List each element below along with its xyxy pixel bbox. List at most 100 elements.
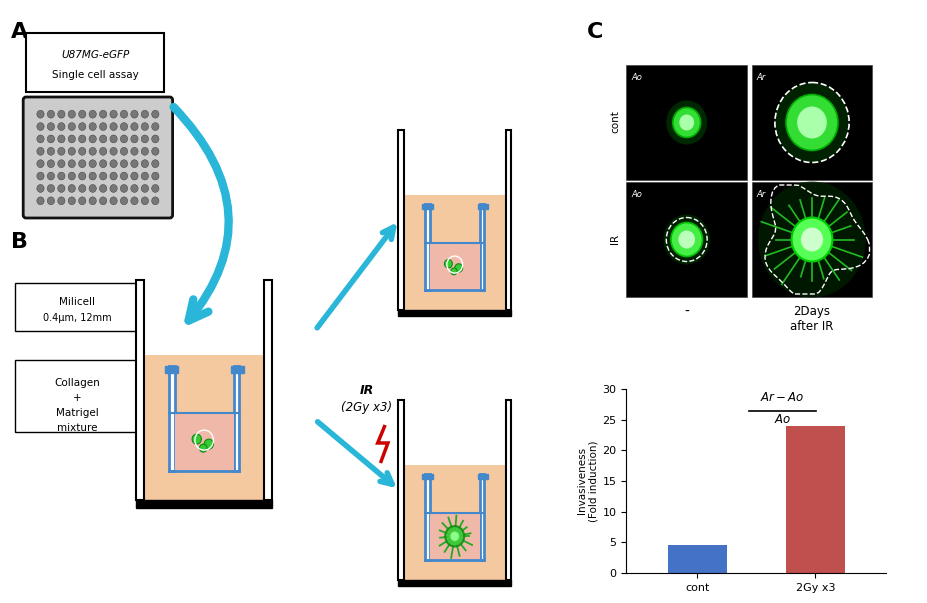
Bar — [785, 426, 844, 573]
Bar — [667, 545, 726, 573]
Circle shape — [99, 147, 107, 155]
Circle shape — [791, 218, 832, 262]
Circle shape — [785, 95, 837, 151]
Circle shape — [57, 147, 65, 155]
Circle shape — [109, 122, 117, 130]
Bar — [136, 500, 272, 508]
Bar — [425, 204, 429, 290]
Circle shape — [79, 197, 86, 205]
Bar — [429, 513, 479, 560]
Circle shape — [204, 439, 213, 449]
Circle shape — [57, 172, 65, 180]
Circle shape — [672, 107, 700, 137]
Circle shape — [68, 135, 75, 143]
Text: Ao: Ao — [630, 190, 641, 199]
Circle shape — [99, 185, 107, 192]
Circle shape — [131, 135, 138, 143]
Circle shape — [121, 185, 128, 192]
Text: B: B — [11, 232, 28, 252]
Circle shape — [131, 122, 138, 130]
Circle shape — [141, 160, 148, 168]
Circle shape — [454, 264, 463, 272]
Circle shape — [109, 110, 117, 118]
Bar — [422, 473, 432, 479]
Bar — [425, 473, 429, 560]
Bar — [505, 130, 511, 310]
FancyBboxPatch shape — [23, 97, 172, 218]
Bar — [398, 400, 403, 580]
Text: +: + — [72, 393, 82, 403]
Text: 0.4μm, 12mm: 0.4μm, 12mm — [43, 313, 111, 323]
Circle shape — [79, 185, 86, 192]
Circle shape — [678, 230, 694, 248]
Circle shape — [445, 526, 464, 546]
Circle shape — [99, 160, 107, 168]
Circle shape — [47, 135, 55, 143]
Bar — [174, 413, 234, 471]
Circle shape — [37, 135, 44, 143]
Circle shape — [131, 197, 138, 205]
Bar — [264, 280, 272, 500]
Circle shape — [47, 185, 55, 192]
Circle shape — [131, 185, 138, 192]
Circle shape — [131, 147, 138, 155]
Circle shape — [79, 160, 86, 168]
Circle shape — [79, 110, 86, 118]
Text: $Ar - Ao$: $Ar - Ao$ — [759, 391, 804, 404]
Text: 2Days
after IR: 2Days after IR — [790, 305, 832, 333]
Bar — [422, 204, 432, 209]
FancyBboxPatch shape — [15, 360, 139, 432]
Circle shape — [47, 147, 55, 155]
Circle shape — [666, 101, 706, 145]
Circle shape — [796, 107, 826, 139]
Circle shape — [68, 160, 75, 168]
Text: (2Gy x3): (2Gy x3) — [340, 402, 392, 414]
Bar — [231, 365, 244, 373]
Circle shape — [37, 147, 44, 155]
Circle shape — [109, 135, 117, 143]
Circle shape — [151, 185, 159, 192]
Circle shape — [47, 160, 55, 168]
Circle shape — [68, 197, 75, 205]
Circle shape — [131, 110, 138, 118]
Circle shape — [89, 172, 96, 180]
Circle shape — [141, 147, 148, 155]
Circle shape — [37, 197, 44, 205]
Circle shape — [47, 110, 55, 118]
FancyBboxPatch shape — [15, 283, 139, 331]
Circle shape — [89, 185, 96, 192]
Circle shape — [57, 197, 65, 205]
Circle shape — [99, 197, 107, 205]
Circle shape — [89, 147, 96, 155]
Circle shape — [679, 115, 693, 130]
Text: C: C — [586, 22, 603, 42]
Circle shape — [79, 122, 86, 130]
Circle shape — [37, 122, 44, 130]
Circle shape — [109, 185, 117, 192]
Circle shape — [89, 122, 96, 130]
Circle shape — [199, 444, 207, 452]
Bar — [234, 365, 239, 471]
Bar — [403, 465, 505, 580]
Circle shape — [109, 197, 117, 205]
Bar — [165, 365, 178, 373]
Circle shape — [89, 110, 96, 118]
Text: mixture: mixture — [57, 423, 97, 433]
Circle shape — [151, 147, 159, 155]
Circle shape — [37, 185, 44, 192]
Circle shape — [99, 110, 107, 118]
Circle shape — [141, 185, 148, 192]
Circle shape — [68, 172, 75, 180]
Circle shape — [79, 147, 86, 155]
Bar — [398, 130, 403, 310]
Bar — [398, 580, 511, 586]
Circle shape — [57, 160, 65, 168]
Circle shape — [121, 147, 128, 155]
Circle shape — [37, 172, 44, 180]
Circle shape — [151, 160, 159, 168]
Circle shape — [79, 172, 86, 180]
Circle shape — [109, 160, 117, 168]
Circle shape — [47, 172, 55, 180]
Circle shape — [68, 122, 75, 130]
Circle shape — [89, 160, 96, 168]
